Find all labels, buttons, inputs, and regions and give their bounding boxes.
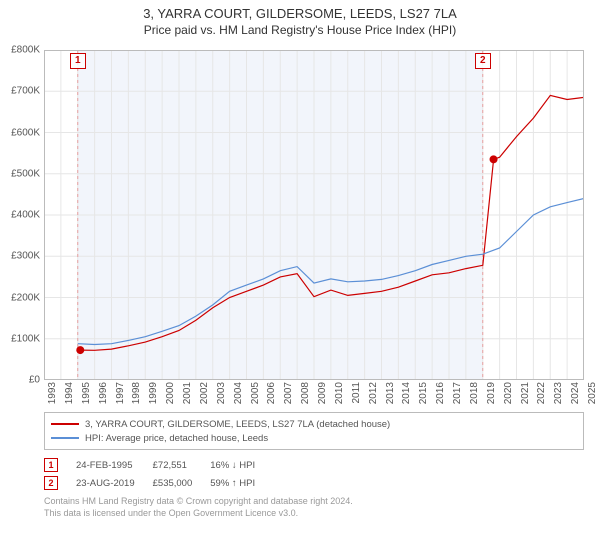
- marker-date: 24-FEB-1995: [76, 456, 153, 474]
- x-tick-label: 1993: [47, 382, 58, 404]
- y-tick-label: £700K: [0, 86, 40, 97]
- marker-delta: 59% ↑ HPI: [210, 474, 273, 492]
- license-text: Contains HM Land Registry data © Crown c…: [44, 496, 584, 519]
- x-tick-label: 2013: [385, 382, 396, 404]
- license-line2: This data is licensed under the Open Gov…: [44, 508, 298, 518]
- x-tick-label: 2008: [300, 382, 311, 404]
- x-tick-label: 2007: [283, 382, 294, 404]
- y-tick-label: £100K: [0, 333, 40, 344]
- x-tick-label: 2000: [165, 382, 176, 404]
- sale-point: [490, 155, 498, 163]
- x-tick-label: 2010: [334, 382, 345, 404]
- y-tick-label: £600K: [0, 127, 40, 138]
- y-tick-label: £400K: [0, 210, 40, 221]
- x-tick-label: 2005: [250, 382, 261, 404]
- y-tick-label: £500K: [0, 168, 40, 179]
- x-tick-label: 2001: [182, 382, 193, 404]
- x-tick-label: 2015: [418, 382, 429, 404]
- x-tick-label: 1996: [98, 382, 109, 404]
- markers-table: 1 24-FEB-1995£72,55116% ↓ HPI 2 23-AUG-2019…: [44, 456, 273, 492]
- marker-row: 2 23-AUG-2019£535,00059% ↑ HPI: [44, 474, 273, 492]
- legend-box: 3, YARRA COURT, GILDERSOME, LEEDS, LS27 …: [44, 412, 584, 450]
- x-tick-label: 2022: [536, 382, 547, 404]
- x-tick-label: 2018: [469, 382, 480, 404]
- x-tick-label: 2019: [486, 382, 497, 404]
- marker-box-1: 1: [70, 53, 86, 69]
- x-tick-label: 2011: [351, 382, 362, 404]
- x-tick-label: 1994: [64, 382, 75, 404]
- x-tick-label: 2002: [199, 382, 210, 404]
- x-tick-label: 2023: [553, 382, 564, 404]
- x-tick-label: 2016: [435, 382, 446, 404]
- legend-swatch: [51, 423, 79, 425]
- x-tick-label: 2020: [503, 382, 514, 404]
- x-tick-label: 2021: [520, 382, 531, 404]
- legend-row: HPI: Average price, detached house, Leed…: [51, 431, 577, 445]
- title-main: 3, YARRA COURT, GILDERSOME, LEEDS, LS27 …: [0, 6, 600, 21]
- x-tick-label: 1999: [148, 382, 159, 404]
- marker-box-2: 2: [475, 53, 491, 69]
- legend-label: 3, YARRA COURT, GILDERSOME, LEEDS, LS27 …: [85, 419, 390, 430]
- footer: 3, YARRA COURT, GILDERSOME, LEEDS, LS27 …: [44, 412, 584, 519]
- marker-row: 1 24-FEB-1995£72,55116% ↓ HPI: [44, 456, 273, 474]
- x-tick-label: 2003: [216, 382, 227, 404]
- y-tick-label: £0: [0, 375, 40, 386]
- x-tick-label: 1995: [81, 382, 92, 404]
- x-tick-label: 2006: [266, 382, 277, 404]
- sale-point: [76, 346, 84, 354]
- y-tick-label: £200K: [0, 292, 40, 303]
- x-tick-label: 2017: [452, 382, 463, 404]
- y-tick-label: £800K: [0, 45, 40, 56]
- marker-delta: 16% ↓ HPI: [210, 456, 273, 474]
- x-tick-label: 1998: [131, 382, 142, 404]
- legend-swatch: [51, 437, 79, 439]
- plot-svg: [44, 50, 584, 380]
- x-tick-label: 2025: [587, 382, 598, 404]
- marker-date: 23-AUG-2019: [76, 474, 153, 492]
- marker-num: 1: [44, 458, 58, 472]
- marker-price: £72,551: [153, 456, 211, 474]
- marker-price: £535,000: [153, 474, 211, 492]
- x-tick-label: 2014: [401, 382, 412, 404]
- legend-row: 3, YARRA COURT, GILDERSOME, LEEDS, LS27 …: [51, 417, 577, 431]
- license-line1: Contains HM Land Registry data © Crown c…: [44, 496, 353, 506]
- title-sub: Price paid vs. HM Land Registry's House …: [0, 23, 600, 37]
- x-tick-label: 2009: [317, 382, 328, 404]
- x-tick-label: 2024: [570, 382, 581, 404]
- y-tick-label: £300K: [0, 251, 40, 262]
- x-tick-label: 2004: [233, 382, 244, 404]
- x-tick-label: 1997: [115, 382, 126, 404]
- x-tick-label: 2012: [368, 382, 379, 404]
- chart-area: £0£100K£200K£300K£400K£500K£600K£700K£80…: [44, 50, 584, 380]
- marker-num: 2: [44, 476, 58, 490]
- legend-label: HPI: Average price, detached house, Leed…: [85, 433, 268, 444]
